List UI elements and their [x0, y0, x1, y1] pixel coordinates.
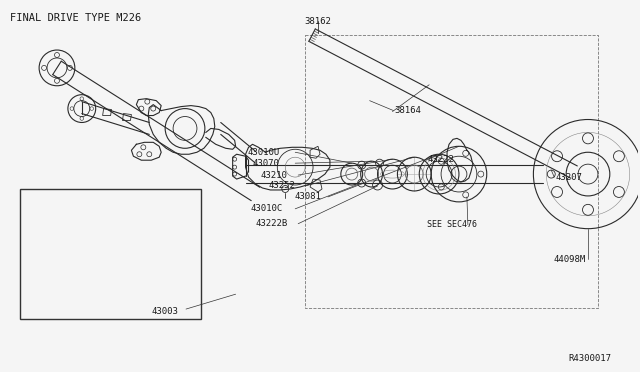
- Text: 43252: 43252: [268, 182, 295, 190]
- Text: 43222B: 43222B: [255, 219, 288, 228]
- Text: 38164: 38164: [394, 106, 421, 115]
- Text: 43010U: 43010U: [248, 148, 280, 157]
- Text: SEE SEC476: SEE SEC476: [427, 220, 477, 229]
- Bar: [20, 189, 201, 319]
- Text: 38162: 38162: [305, 17, 332, 26]
- Text: 43207: 43207: [556, 173, 582, 182]
- Text: 43070: 43070: [253, 159, 280, 168]
- Text: R4300017: R4300017: [568, 354, 611, 363]
- Text: FINAL DRIVE TYPE M226: FINAL DRIVE TYPE M226: [10, 13, 141, 23]
- Text: 44098M: 44098M: [553, 255, 586, 264]
- Text: 43003: 43003: [151, 307, 178, 315]
- Text: 43010C: 43010C: [250, 204, 283, 213]
- Text: 43081: 43081: [294, 192, 321, 201]
- Text: 43210: 43210: [260, 171, 287, 180]
- Text: 43222: 43222: [427, 155, 454, 164]
